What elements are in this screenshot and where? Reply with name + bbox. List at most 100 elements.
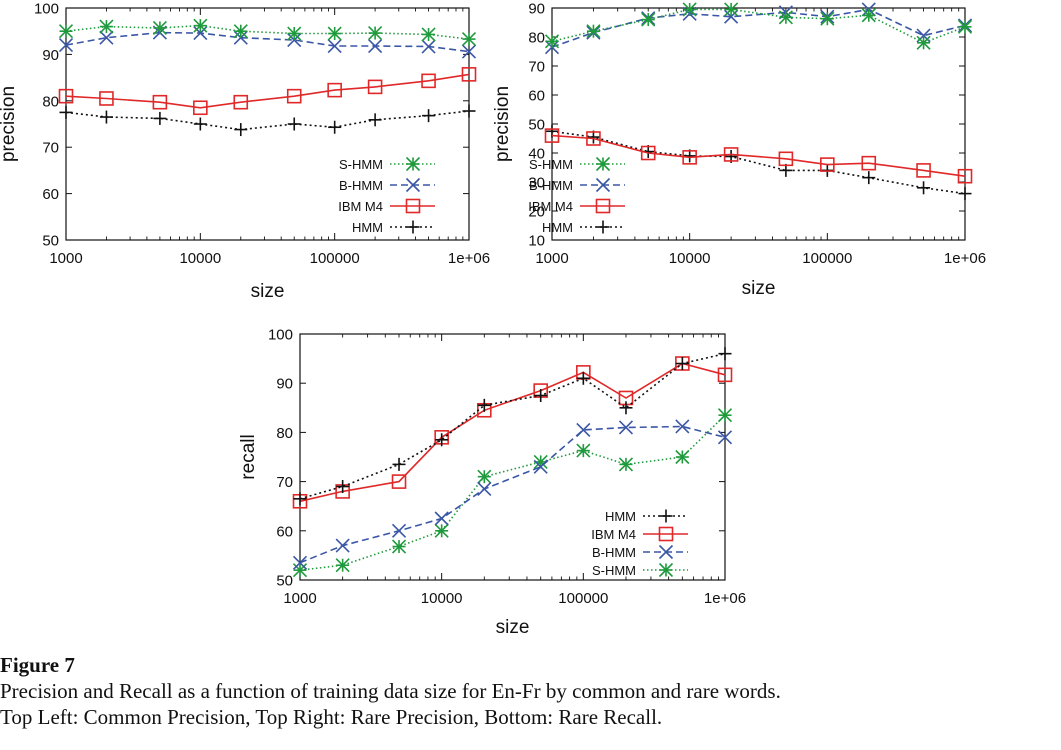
x-tick-label: 1000 xyxy=(535,250,568,267)
caption-line-1: Precision and Recall as a function of tr… xyxy=(0,679,781,703)
legend-label: S-HMM xyxy=(529,157,573,172)
y-tick-label: 60 xyxy=(42,186,59,203)
data-point xyxy=(861,155,877,171)
data-point xyxy=(778,10,793,25)
legend-item-s-hmm: S-HMM xyxy=(529,156,625,172)
data-point xyxy=(461,44,477,59)
series-line-s-hmm xyxy=(299,414,726,571)
data-point xyxy=(286,88,302,104)
y-tick-label: 30 xyxy=(528,175,545,192)
series-line-b-hmm xyxy=(551,8,966,48)
y-tick-label: 100 xyxy=(268,327,293,344)
y-tick-label: 50 xyxy=(42,233,59,250)
data-point xyxy=(292,555,308,570)
x-tick-label: 100000 xyxy=(310,250,360,267)
legend-item-b-hmm: B-HMM xyxy=(339,177,435,193)
legend-label: S-HMM xyxy=(592,563,636,578)
data-point xyxy=(916,163,931,178)
x-tick-label: 10000 xyxy=(421,590,463,607)
data-point xyxy=(586,131,601,146)
plot-frame xyxy=(65,7,470,241)
data-point xyxy=(576,371,590,385)
legend-marker xyxy=(659,509,673,523)
caption-title: Figure 7 xyxy=(0,653,75,677)
series-ibm-m4 xyxy=(544,128,973,184)
y-tick-label: 40 xyxy=(528,146,545,163)
data-point xyxy=(234,123,248,137)
data-point xyxy=(152,94,168,110)
data-point xyxy=(287,117,301,131)
legend-marker xyxy=(405,156,421,172)
data-point xyxy=(153,111,167,125)
data-point xyxy=(544,128,560,143)
data-point xyxy=(421,39,436,54)
y-tick-label: 100 xyxy=(34,1,59,18)
y-tick-label: 70 xyxy=(276,474,293,491)
legend-marker xyxy=(595,156,611,172)
data-point xyxy=(193,18,208,33)
chart-rare-precision: 10 20 30 40 50 60 70 80 90 1000 10000 100000 1e+06 si… xyxy=(492,1,986,300)
data-point xyxy=(618,420,634,435)
figure-caption: Figure 7 Precision and Recall as a funct… xyxy=(0,652,1061,730)
legend-marker xyxy=(658,526,674,542)
series-line-ibm-m4 xyxy=(65,73,470,109)
data-point xyxy=(586,24,601,39)
data-point xyxy=(462,104,476,118)
data-point xyxy=(434,523,449,538)
x-tick-label: 1e+06 xyxy=(704,590,746,607)
legend: S-HMM B-HMM IBM M4 HMM xyxy=(528,156,625,235)
data-point xyxy=(434,511,449,526)
x-axis-label: size xyxy=(496,617,530,638)
data-point xyxy=(59,105,73,119)
legend-item-hmm: HMM xyxy=(542,220,625,235)
y-axis-label: recall xyxy=(238,434,259,479)
data-point xyxy=(99,19,114,34)
x-tick-label: 1e+06 xyxy=(448,250,490,267)
data-point xyxy=(718,347,732,361)
legend-marker xyxy=(405,177,421,193)
data-point xyxy=(477,481,492,497)
data-point xyxy=(820,11,835,26)
legend-marker xyxy=(406,220,420,234)
data-point xyxy=(619,401,633,415)
y-tick-label: 80 xyxy=(528,30,545,47)
data-point xyxy=(618,457,634,472)
series-s-hmm xyxy=(292,408,733,578)
data-point xyxy=(328,120,342,134)
y-tick-label: 10 xyxy=(528,233,545,250)
legend-marker xyxy=(658,562,674,578)
data-point xyxy=(641,12,656,27)
series-hmm xyxy=(545,124,972,201)
chart-rare-recall: 50 60 70 80 90 100 1000 10000 100000 1e+06 size rec… xyxy=(238,327,746,639)
x-tick-label: 100000 xyxy=(558,590,608,607)
y-tick-label: 60 xyxy=(528,88,545,105)
legend-marker xyxy=(596,220,610,234)
data-point xyxy=(58,24,74,39)
series-b-hmm xyxy=(292,419,733,570)
data-point xyxy=(461,67,477,82)
data-point xyxy=(99,91,114,106)
x-tick-label: 10000 xyxy=(669,250,711,267)
data-point xyxy=(152,20,167,36)
data-point xyxy=(778,151,794,167)
y-tick-label: 20 xyxy=(528,204,545,221)
data-point xyxy=(422,109,436,123)
legend-item-ibm-m4: IBM M4 xyxy=(338,198,435,214)
data-point xyxy=(682,150,697,165)
y-tick-label: 50 xyxy=(276,573,293,590)
data-point xyxy=(958,187,972,201)
y-tick-label: 90 xyxy=(528,1,545,18)
y-tick-label: 50 xyxy=(528,117,545,134)
x-tick-label: 1e+06 xyxy=(944,250,986,267)
data-point xyxy=(461,32,477,47)
data-point xyxy=(862,171,876,185)
legend-item-b-hmm: B-HMM xyxy=(529,177,625,193)
x-axis-label: size xyxy=(742,278,776,299)
data-point xyxy=(368,113,382,127)
series-s-hmm xyxy=(58,18,477,47)
legend-label: IBM M4 xyxy=(528,199,573,214)
data-point xyxy=(335,558,350,573)
data-point xyxy=(193,117,207,131)
y-tick-label: 80 xyxy=(42,93,59,110)
data-point xyxy=(327,82,342,98)
